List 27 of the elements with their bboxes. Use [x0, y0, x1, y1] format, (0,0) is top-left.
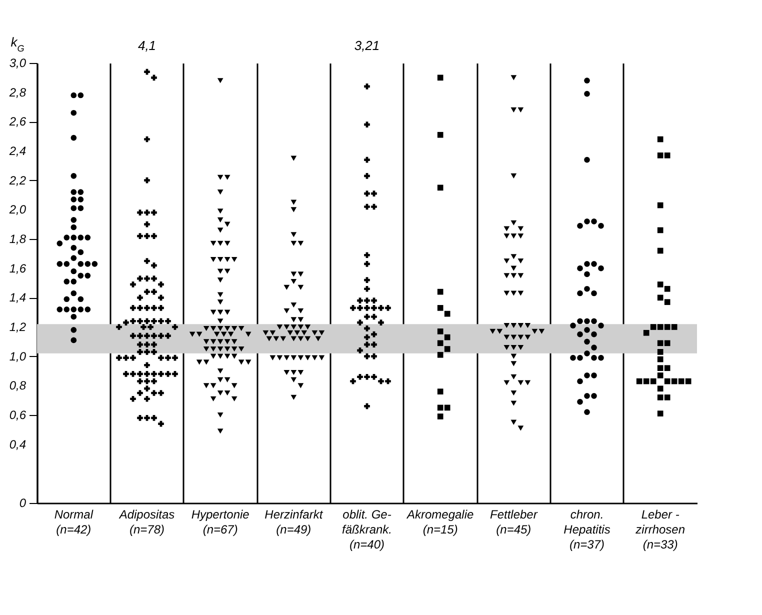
x-tick-label: Herzinfarkt (n=49)	[264, 508, 324, 536]
text: 3,21	[354, 38, 380, 53]
x-tick-label: Fettleber (n=45)	[490, 508, 538, 536]
text: 4,1	[138, 38, 156, 53]
x-tick-label: oblit. Ge- fäßkrank. (n=40)	[342, 508, 392, 552]
y-tick-label: 1,8	[9, 232, 26, 246]
y-tick-label: 1,2	[9, 320, 26, 334]
x-tick-label: Adipositas (n=78)	[118, 508, 175, 536]
y-tick-label: 2,4	[8, 144, 26, 158]
y-tick-label: 0,8	[9, 378, 26, 393]
y-tick-label: 1,0	[9, 349, 26, 364]
y-tick-label: 0	[19, 496, 26, 510]
y-tick-label: 0,6	[9, 408, 26, 422]
x-tick-label: Akromegalie (n=15)	[406, 508, 474, 536]
y-tick-label: 1,6	[9, 261, 26, 276]
x-tick-label: Hypertonie (n=67)	[191, 508, 250, 536]
y-tick-label: 2,8	[8, 85, 26, 100]
y-tick-label: 2,0	[8, 202, 26, 217]
y-tick-label: 1,4	[9, 290, 26, 305]
x-tick-label: chron. Hepatitis (n=37)	[564, 508, 610, 552]
y-tick-label: 0,4	[9, 437, 26, 452]
x-tick-label: Leber - zirrhosen (n=33)	[634, 508, 686, 552]
y-tick-label: 2,6	[8, 114, 26, 129]
y-tick-label: 3,0	[9, 56, 26, 70]
x-tick-label: Normal (n=42)	[54, 508, 94, 536]
y-axis-title: k$_{G}$	[10, 34, 24, 54]
y-tick-label: 2,2	[8, 173, 26, 188]
